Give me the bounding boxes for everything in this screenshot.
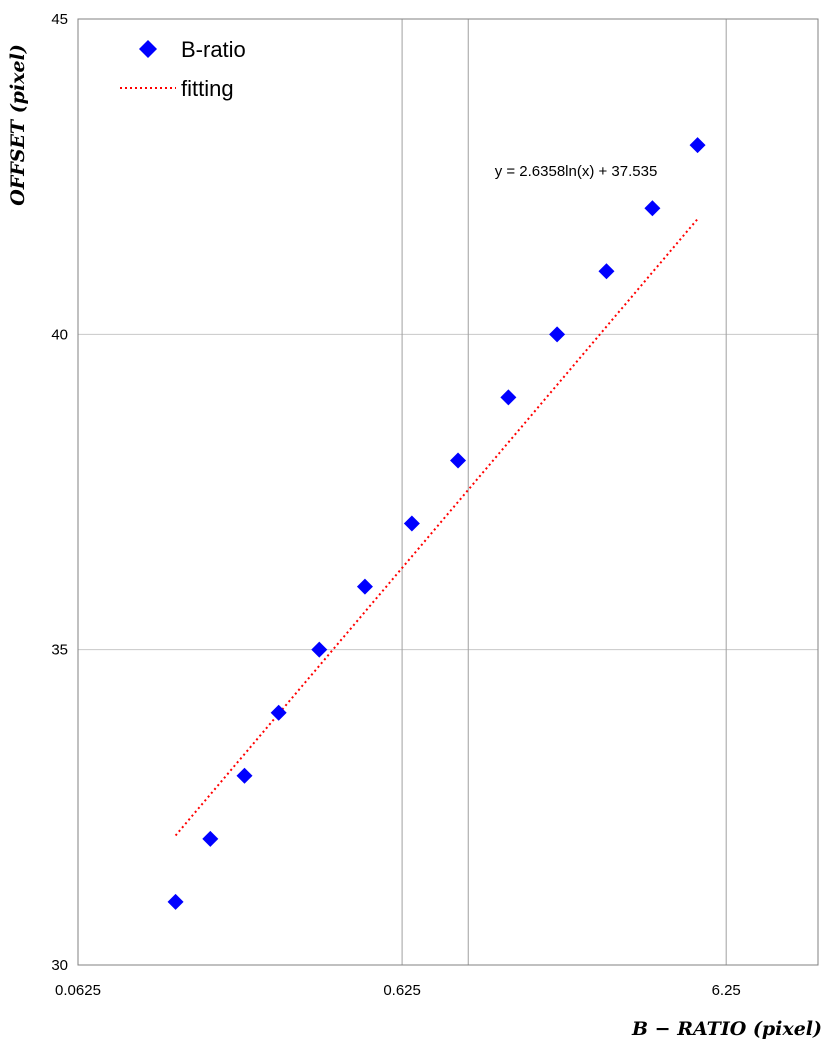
data-point xyxy=(167,893,184,910)
data-points xyxy=(167,137,706,910)
x-axis-title: B − RATIO (pixel) xyxy=(631,1018,822,1040)
trendline-equation: y = 2.6358ln(x) + 37.535 xyxy=(495,163,658,180)
data-point xyxy=(202,830,219,847)
y-tick-label: 35 xyxy=(51,642,68,659)
y-tick-label: 30 xyxy=(51,957,68,974)
x-tick-label: 0.0625 xyxy=(55,982,101,999)
data-point xyxy=(644,200,661,217)
data-point xyxy=(500,389,517,406)
data-point xyxy=(311,641,328,658)
data-point xyxy=(450,452,467,469)
legend: B-ratio fitting xyxy=(120,37,246,101)
legend-label-b-ratio: B-ratio xyxy=(181,37,246,62)
legend-label-fitting: fitting xyxy=(181,76,234,101)
data-point xyxy=(403,515,420,532)
y-axis-title: OFFSET (pixel) xyxy=(7,44,29,206)
x-tick-label: 0.625 xyxy=(383,982,421,999)
y-axis-ticks: 30 35 40 45 xyxy=(51,11,68,974)
legend-diamond-marker xyxy=(139,40,157,58)
data-point xyxy=(689,137,706,154)
fitting-line xyxy=(174,218,699,837)
data-point xyxy=(270,704,287,721)
y-tick-label: 45 xyxy=(51,11,68,28)
data-point xyxy=(236,767,253,784)
y-tick-label: 40 xyxy=(51,326,68,343)
data-point xyxy=(356,578,373,595)
x-axis-ticks: 0.0625 0.625 6.25 xyxy=(55,982,741,999)
x-tick-label: 6.25 xyxy=(712,982,741,999)
data-point xyxy=(598,263,615,280)
plot-area-frame xyxy=(77,18,819,966)
data-point xyxy=(549,326,566,343)
grid-lines xyxy=(78,19,818,965)
